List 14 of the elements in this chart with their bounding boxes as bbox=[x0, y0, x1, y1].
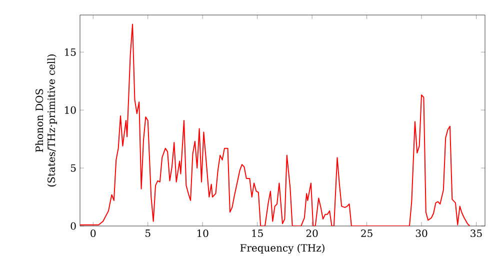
x-tick-label: 20 bbox=[306, 230, 318, 238]
x-tick-label: 15 bbox=[252, 230, 263, 238]
y-tick-label: 0 bbox=[70, 222, 76, 230]
y-tick-label: 5 bbox=[70, 164, 76, 172]
y-tick-label: 15 bbox=[65, 48, 76, 56]
x-axis-title: Frequency (THz) bbox=[240, 244, 324, 254]
x-tick-label: 5 bbox=[146, 230, 150, 237]
y-tick-label: 10 bbox=[65, 106, 76, 114]
x-tick-label: 0 bbox=[90, 230, 96, 238]
x-tick-label: 25 bbox=[361, 230, 372, 238]
x-tick-label: 10 bbox=[197, 230, 208, 238]
x-tick-label: 35 bbox=[470, 230, 482, 238]
x-tick-label: 30 bbox=[416, 230, 428, 238]
y-axis-title: Phonon DOS (States/THz·primitive cell) bbox=[35, 54, 57, 186]
